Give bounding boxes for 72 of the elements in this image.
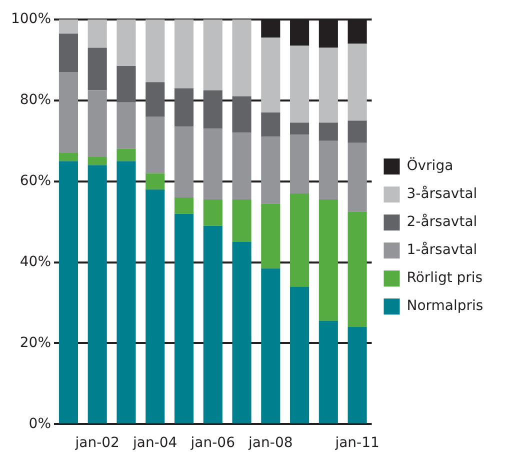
x-tick-label: jan-04 bbox=[132, 435, 178, 452]
bar bbox=[232, 96, 252, 133]
bar bbox=[146, 189, 165, 424]
bar bbox=[203, 19, 222, 90]
y-tick-label: 20% bbox=[20, 334, 52, 351]
bar bbox=[232, 132, 252, 200]
bar bbox=[174, 19, 194, 88]
bar bbox=[58, 152, 78, 162]
bar bbox=[290, 134, 310, 194]
bar bbox=[261, 204, 280, 268]
bar bbox=[174, 214, 194, 424]
bar bbox=[318, 122, 338, 141]
legend-label: Rörligt pris bbox=[406, 270, 483, 286]
bar bbox=[261, 38, 280, 113]
bar bbox=[232, 200, 252, 242]
y-tick-label: 40% bbox=[20, 254, 52, 270]
bar bbox=[318, 48, 338, 123]
bar bbox=[58, 72, 78, 153]
bar bbox=[58, 19, 78, 34]
y-tick-label: 80% bbox=[20, 92, 52, 108]
bar bbox=[174, 126, 194, 198]
bar bbox=[203, 200, 222, 226]
x-tick-label: jan-11 bbox=[334, 435, 380, 452]
bar bbox=[261, 268, 280, 424]
bar bbox=[348, 44, 367, 121]
bar bbox=[146, 173, 165, 190]
bar bbox=[348, 212, 367, 328]
y-tick-label: 60% bbox=[20, 172, 52, 189]
bar bbox=[290, 46, 310, 123]
bar bbox=[116, 66, 136, 102]
bar bbox=[146, 19, 165, 82]
bar bbox=[290, 193, 310, 287]
bar bbox=[348, 120, 367, 143]
bar bbox=[116, 102, 136, 149]
x-tick-label: jan-06 bbox=[190, 435, 236, 452]
bar bbox=[203, 226, 222, 424]
legend-label: 3-årsavtal bbox=[406, 185, 478, 202]
bar bbox=[348, 327, 367, 424]
bar bbox=[318, 320, 338, 424]
bar bbox=[146, 82, 165, 117]
bar bbox=[58, 161, 78, 424]
bar bbox=[290, 286, 310, 424]
bar bbox=[116, 161, 136, 424]
y-tick-label: 0% bbox=[28, 416, 52, 432]
bar bbox=[261, 136, 280, 204]
x-tick-label: jan-02 bbox=[74, 435, 120, 452]
x-tick-label: jan-08 bbox=[248, 435, 293, 452]
bar bbox=[318, 200, 338, 321]
bar bbox=[116, 148, 136, 162]
legend-label: Övriga bbox=[406, 157, 454, 174]
legend-label: 2-årsavtal bbox=[406, 213, 478, 230]
bar bbox=[146, 116, 165, 174]
bar bbox=[88, 48, 107, 90]
bar bbox=[174, 88, 194, 127]
bar bbox=[116, 19, 136, 66]
bar bbox=[203, 90, 222, 129]
bar bbox=[174, 198, 194, 214]
bar bbox=[88, 157, 107, 166]
bar bbox=[348, 142, 367, 212]
legend-label: Normalpris bbox=[406, 298, 484, 314]
legend-label: 1-årsavtal bbox=[406, 241, 478, 258]
bar bbox=[88, 19, 107, 48]
bar bbox=[203, 128, 222, 200]
bar bbox=[58, 34, 78, 72]
bar bbox=[232, 19, 252, 96]
bar bbox=[318, 140, 338, 200]
bar bbox=[232, 242, 252, 424]
bar bbox=[290, 122, 310, 135]
bar bbox=[88, 165, 107, 424]
y-tick-label: 100% bbox=[10, 11, 52, 28]
bar bbox=[261, 112, 280, 137]
bar bbox=[88, 90, 107, 158]
